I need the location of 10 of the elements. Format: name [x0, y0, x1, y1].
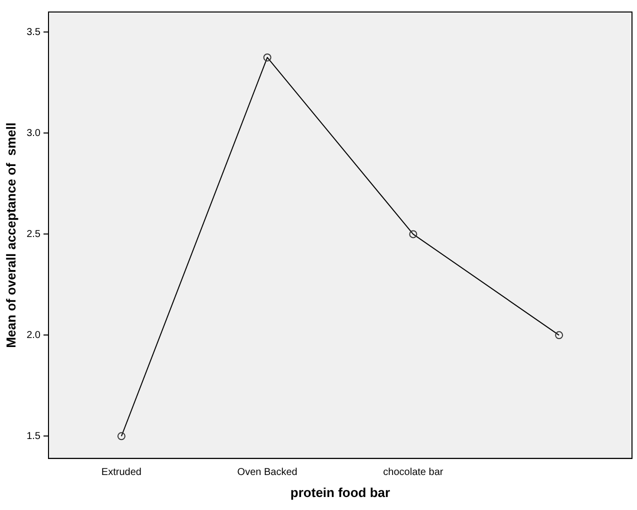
y-tick-label: 3.0: [26, 128, 41, 139]
y-tick-label: 2.5: [26, 228, 41, 240]
y-tick-label: 3.5: [26, 26, 41, 38]
y-tick-label: 1.5: [26, 430, 41, 442]
x-tick-label: Extruded: [101, 467, 142, 478]
y-axis-title: Mean of overall acceptance of smell: [3, 122, 18, 348]
x-axis-title: protein food bar: [290, 484, 390, 500]
x-tick-label: chocolate bar: [383, 467, 444, 478]
x-tick-label: Oven Backed: [237, 467, 298, 478]
y-tick-label: 2.0: [26, 330, 41, 341]
